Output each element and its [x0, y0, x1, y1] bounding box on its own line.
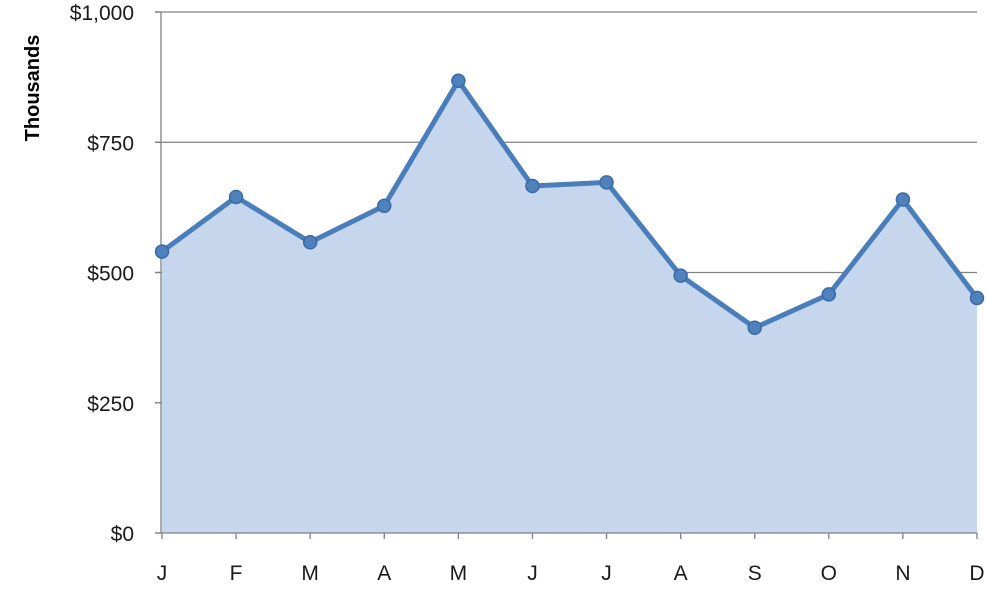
data-point [747, 320, 762, 335]
y-tick-label: $500 [87, 263, 134, 286]
x-tick-label: J [601, 562, 612, 585]
x-tick-label: O [821, 562, 837, 585]
x-tick-label: D [969, 562, 984, 585]
x-tick-label: M [450, 562, 468, 585]
y-axis-label: Thousands [22, 35, 44, 142]
x-tick-label: S [748, 562, 762, 585]
data-point [821, 287, 837, 302]
data-point [302, 235, 318, 250]
x-tick-label: M [301, 562, 319, 585]
data-point [599, 175, 614, 190]
data-point [377, 198, 392, 214]
series-line [159, 78, 980, 331]
data-point [895, 192, 911, 207]
data-point [228, 189, 244, 205]
data-point [673, 268, 688, 283]
data-point [154, 244, 170, 259]
y-tick-label: $0 [111, 523, 134, 546]
area-fill-layer [162, 80, 977, 533]
x-tick-label: J [157, 562, 168, 585]
x-tick-label: A [674, 562, 688, 585]
y-tick-label: $750 [87, 132, 134, 155]
axes [155, 11, 978, 539]
y-tick-labels: $0 $250 $500 $750 $1,000 [70, 2, 134, 546]
data-points [154, 73, 985, 335]
y-tick-label: $250 [87, 393, 134, 416]
x-tick-label: N [895, 562, 910, 585]
y-tick-label: $1,000 [70, 2, 134, 25]
data-point [969, 290, 985, 306]
x-tick-label: J [527, 562, 538, 585]
data-point [451, 73, 466, 89]
x-tick-label: F [230, 562, 243, 585]
x-tick-label: A [377, 562, 391, 585]
data-point [525, 178, 540, 194]
series-line-layer [159, 78, 980, 331]
area-fill [162, 80, 977, 533]
